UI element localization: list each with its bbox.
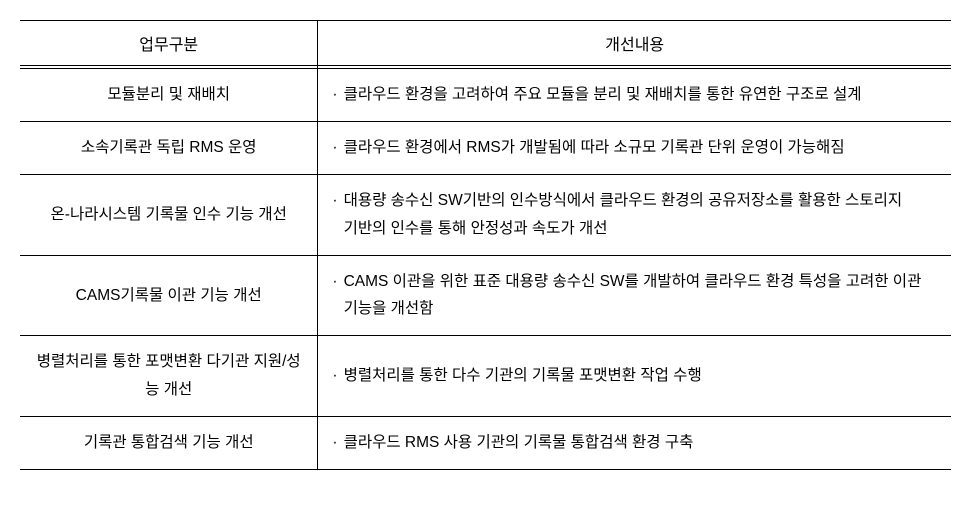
category-cell: 기록관 통합검색 기능 개선 [20,417,318,470]
category-cell: CAMS기록물 이관 기능 개선 [20,255,318,336]
bullet-icon: · [332,134,337,162]
bullet-icon: · [332,81,337,109]
improvements-table: 업무구분 개선내용 모듈분리 및 재배치 · 클라우드 환경을 고려하여 주요 … [20,20,951,470]
table-row: 온-나라시스템 기록물 인수 기능 개선 · 대용량 송수신 SW기반의 인수방… [20,174,951,255]
category-cell: 온-나라시스템 기록물 인수 기능 개선 [20,174,318,255]
bullet-icon: · [332,187,337,215]
header-description: 개선내용 [318,21,951,66]
table-row: 모듈분리 및 재배치 · 클라우드 환경을 고려하여 주요 모듈을 분리 및 재… [20,69,951,122]
table-row: 기록관 통합검색 기능 개선 · 클라우드 RMS 사용 기관의 기록물 통합검… [20,417,951,470]
header-category: 업무구분 [20,21,318,66]
bullet-icon: · [332,268,337,296]
description-text: 대용량 송수신 SW기반의 인수방식에서 클라우드 환경의 공유저장소를 활용한… [344,187,937,243]
description-cell: · 병렬처리를 통한 다수 기관의 기록물 포맷변환 작업 수행 [318,336,951,417]
description-cell: · 클라우드 환경에서 RMS가 개발됨에 따라 소규모 기록관 단위 운영이 … [318,121,951,174]
description-text: 병렬처리를 통한 다수 기관의 기록물 포맷변환 작업 수행 [344,362,937,390]
bullet-icon: · [332,429,337,457]
header-row: 업무구분 개선내용 [20,21,951,66]
description-cell: · 클라우드 환경을 고려하여 주요 모듈을 분리 및 재배치를 통한 유연한 … [318,69,951,122]
description-text: 클라우드 환경에서 RMS가 개발됨에 따라 소규모 기록관 단위 운영이 가능… [344,134,937,162]
table-row: CAMS기록물 이관 기능 개선 · CAMS 이관을 위한 표준 대용량 송수… [20,255,951,336]
description-text: 클라우드 RMS 사용 기관의 기록물 통합검색 환경 구축 [344,429,937,457]
description-cell: · 클라우드 RMS 사용 기관의 기록물 통합검색 환경 구축 [318,417,951,470]
description-text: CAMS 이관을 위한 표준 대용량 송수신 SW를 개발하여 클라우드 환경 … [344,268,937,324]
table-row: 소속기록관 독립 RMS 운영 · 클라우드 환경에서 RMS가 개발됨에 따라… [20,121,951,174]
bullet-icon: · [332,362,337,390]
description-cell: · 대용량 송수신 SW기반의 인수방식에서 클라우드 환경의 공유저장소를 활… [318,174,951,255]
description-cell: · CAMS 이관을 위한 표준 대용량 송수신 SW를 개발하여 클라우드 환… [318,255,951,336]
category-cell: 모듈분리 및 재배치 [20,69,318,122]
table-row: 병렬처리를 통한 포맷변환 다기관 지원/성능 개선 · 병렬처리를 통한 다수… [20,336,951,417]
category-cell: 병렬처리를 통한 포맷변환 다기관 지원/성능 개선 [20,336,318,417]
description-text: 클라우드 환경을 고려하여 주요 모듈을 분리 및 재배치를 통한 유연한 구조… [344,81,937,109]
category-cell: 소속기록관 독립 RMS 운영 [20,121,318,174]
table-body: 모듈분리 및 재배치 · 클라우드 환경을 고려하여 주요 모듈을 분리 및 재… [20,69,951,470]
